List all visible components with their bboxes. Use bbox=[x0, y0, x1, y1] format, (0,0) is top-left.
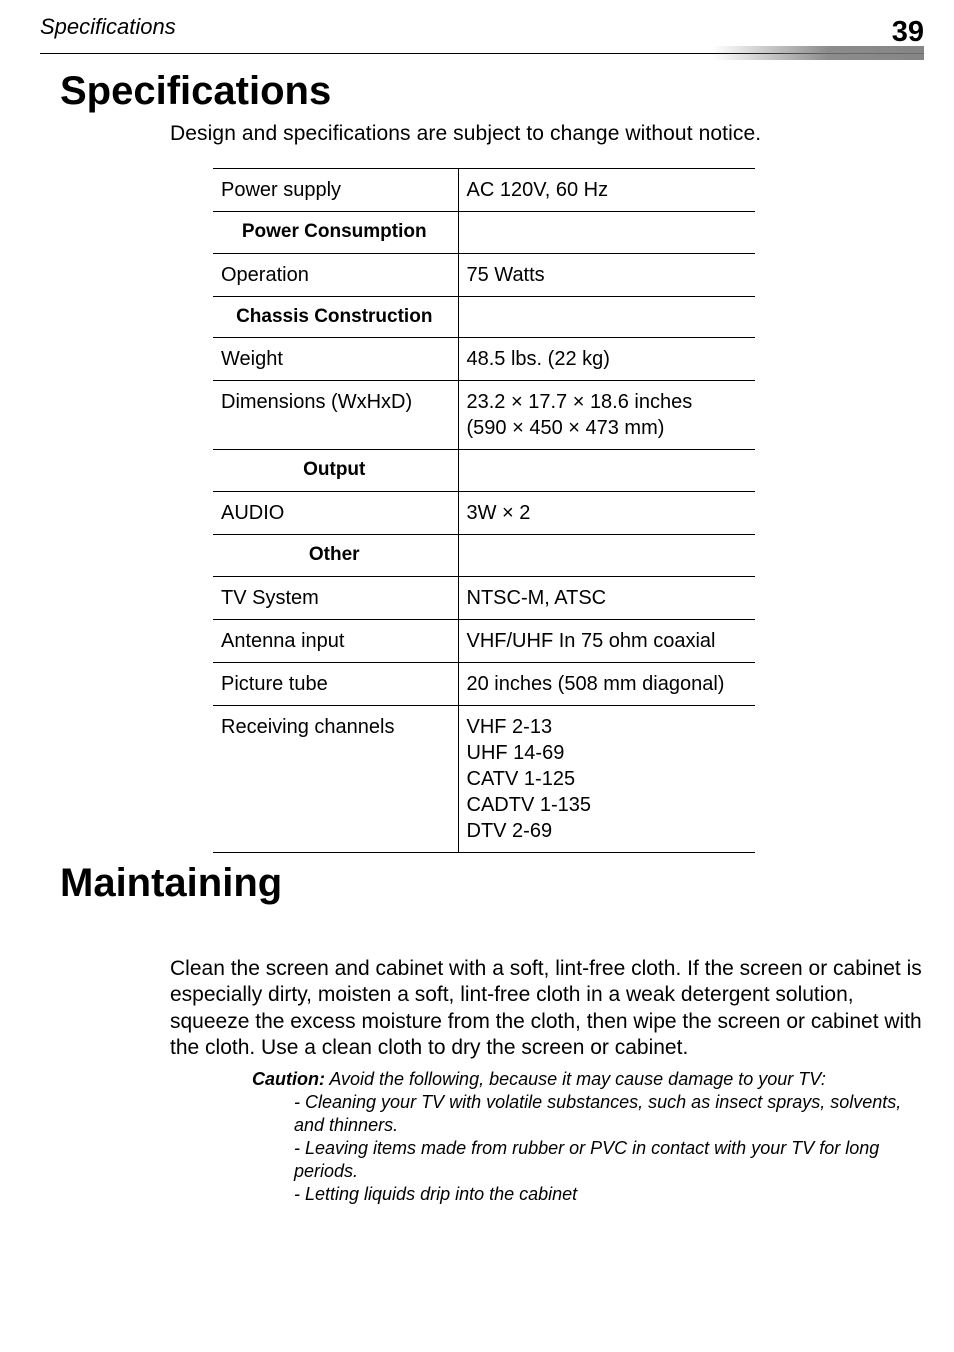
table-subhead: Output bbox=[213, 450, 458, 492]
table-cell-label: AUDIO bbox=[213, 492, 458, 535]
header-rule bbox=[40, 53, 924, 63]
table-row: Output bbox=[213, 450, 755, 492]
table-row: AUDIO3W × 2 bbox=[213, 492, 755, 535]
table-row: Power supplyAC 120V, 60 Hz bbox=[213, 169, 755, 212]
table-row: Receiving channelsVHF 2-13 UHF 14-69 CAT… bbox=[213, 705, 755, 852]
caution-label: Caution: bbox=[252, 1069, 325, 1089]
table-cell-value: 3W × 2 bbox=[458, 492, 755, 535]
page-number: 39 bbox=[892, 16, 924, 49]
table-cell-value: 75 Watts bbox=[458, 253, 755, 296]
table-cell-empty bbox=[458, 212, 755, 254]
table-cell-empty bbox=[458, 450, 755, 492]
table-cell-label: Operation bbox=[213, 253, 458, 296]
caution-lead-line: Caution: Avoid the following, because it… bbox=[252, 1068, 924, 1091]
table-cell-label: Picture tube bbox=[213, 662, 458, 705]
caution-block: Caution: Avoid the following, because it… bbox=[0, 1062, 954, 1206]
caution-lead: Avoid the following, because it may caus… bbox=[325, 1069, 826, 1089]
maintaining-body: Clean the screen and cabinet with a soft… bbox=[0, 906, 954, 1062]
table-subhead: Chassis Construction bbox=[213, 296, 458, 338]
table-cell-label: Power supply bbox=[213, 169, 458, 212]
table-row: Power Consumption bbox=[213, 212, 755, 254]
table-cell-value: NTSC-M, ATSC bbox=[458, 576, 755, 619]
table-row: Dimensions (WxHxD)23.2 × 17.7 × 18.6 inc… bbox=[213, 381, 755, 450]
table-cell-value: 48.5 lbs. (22 kg) bbox=[458, 338, 755, 381]
table-cell-value: 20 inches (508 mm diagonal) bbox=[458, 662, 755, 705]
table-row: Weight48.5 lbs. (22 kg) bbox=[213, 338, 755, 381]
specifications-heading: Specifications bbox=[0, 63, 954, 114]
table-cell-value: VHF/UHF In 75 ohm coaxial bbox=[458, 619, 755, 662]
caution-item: - Leaving items made from rubber or PVC … bbox=[252, 1137, 924, 1183]
maintaining-heading: Maintaining bbox=[0, 853, 954, 906]
table-cell-label: TV System bbox=[213, 576, 458, 619]
table-row: Picture tube20 inches (508 mm diagonal) bbox=[213, 662, 755, 705]
table-cell-empty bbox=[458, 535, 755, 577]
caution-item: - Cleaning your TV with volatile substan… bbox=[252, 1091, 924, 1137]
table-subhead: Other bbox=[213, 535, 458, 577]
table-row: TV SystemNTSC-M, ATSC bbox=[213, 576, 755, 619]
table-cell-label: Antenna input bbox=[213, 619, 458, 662]
table-row: Chassis Construction bbox=[213, 296, 755, 338]
table-cell-label: Receiving channels bbox=[213, 705, 458, 852]
page-header: Specifications 39 bbox=[0, 0, 954, 49]
caution-item: - Letting liquids drip into the cabinet bbox=[252, 1183, 924, 1206]
table-subhead: Power Consumption bbox=[213, 212, 458, 254]
table-row: Antenna inputVHF/UHF In 75 ohm coaxial bbox=[213, 619, 755, 662]
header-rule-accent bbox=[712, 46, 924, 60]
table-cell-value: AC 120V, 60 Hz bbox=[458, 169, 755, 212]
table-row: Other bbox=[213, 535, 755, 577]
table-cell-value: 23.2 × 17.7 × 18.6 inches (590 × 450 × 4… bbox=[458, 381, 755, 450]
table-cell-label: Dimensions (WxHxD) bbox=[213, 381, 458, 450]
specifications-intro: Design and specifications are subject to… bbox=[0, 114, 954, 146]
table-row: Operation75 Watts bbox=[213, 253, 755, 296]
table-cell-empty bbox=[458, 296, 755, 338]
table-cell-label: Weight bbox=[213, 338, 458, 381]
running-head: Specifications bbox=[40, 14, 176, 40]
specifications-table: Power supplyAC 120V, 60 HzPower Consumpt… bbox=[213, 168, 755, 853]
table-cell-value: VHF 2-13 UHF 14-69 CATV 1-125 CADTV 1-13… bbox=[458, 705, 755, 852]
